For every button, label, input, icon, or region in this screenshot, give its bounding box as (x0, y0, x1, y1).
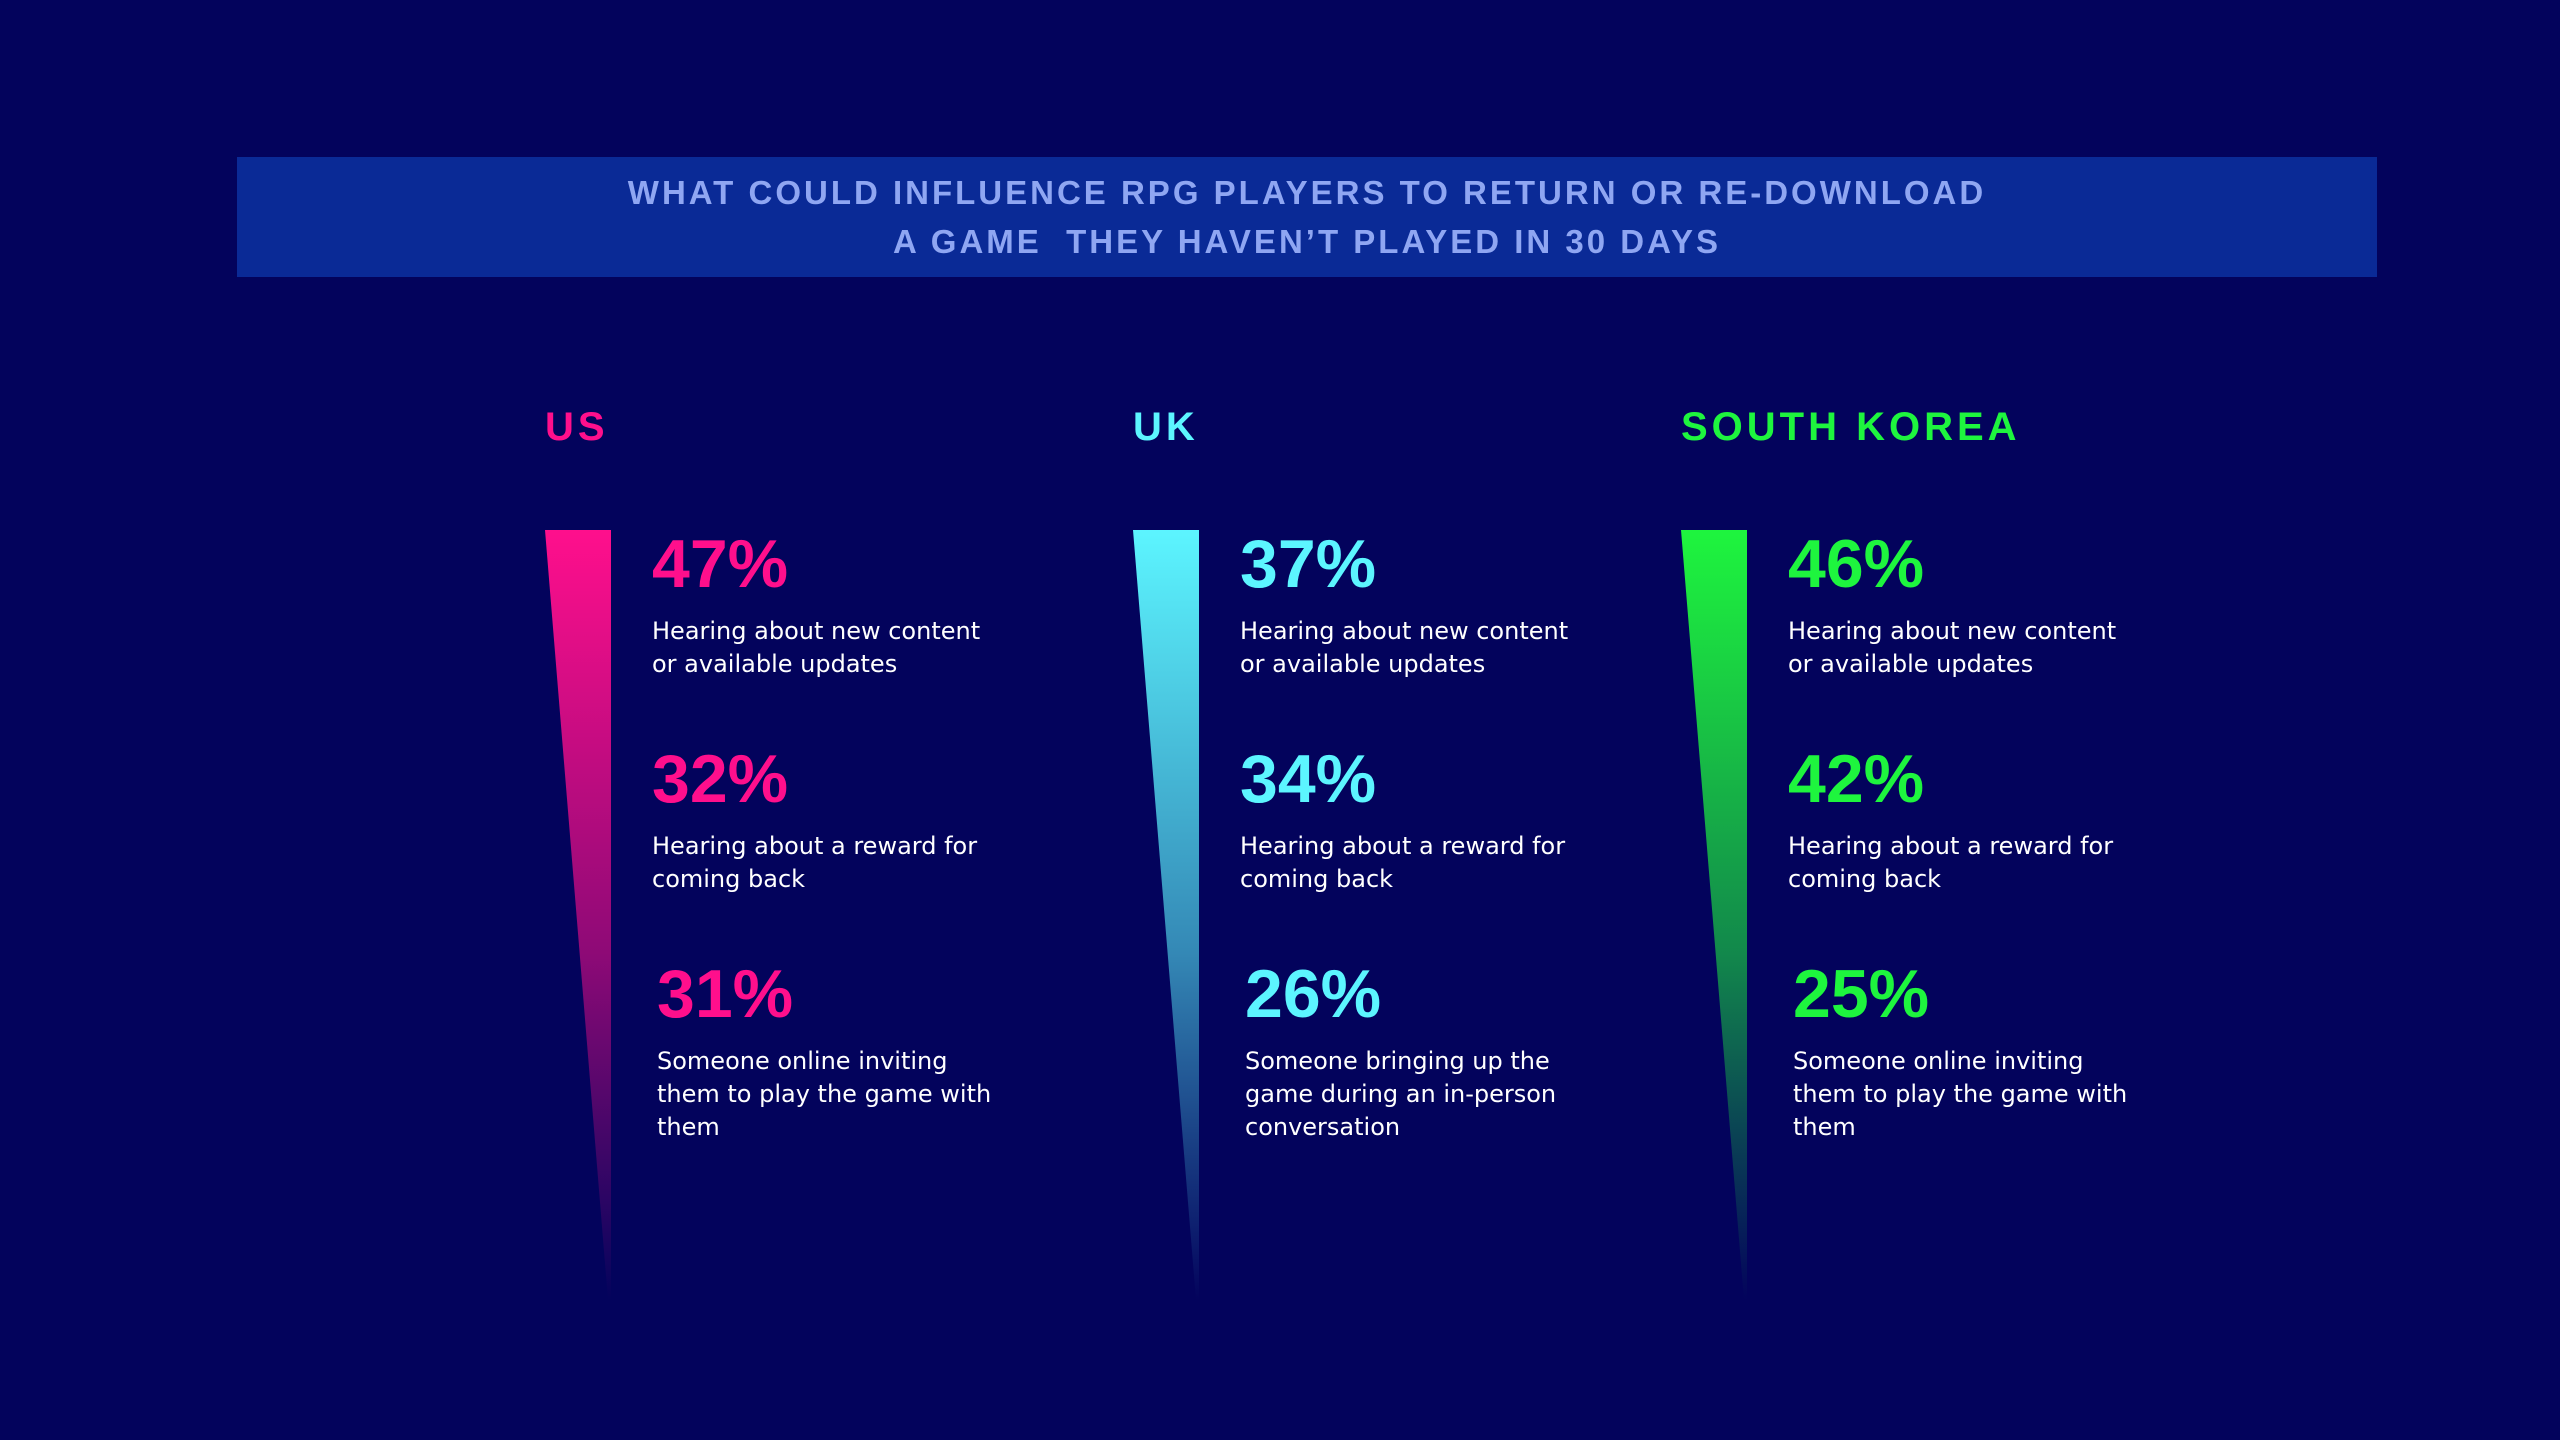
item-description: Someone online inviting them to play the… (657, 1047, 992, 1141)
percent-label: 34% (1240, 741, 1377, 817)
country-label-south-korea: SOUTH KOREA (1681, 405, 2021, 449)
percent-label: 37% (1240, 526, 1377, 602)
percent-label: 42% (1788, 741, 1925, 817)
wedge-shape-south-korea (1681, 530, 1747, 1300)
item-description: Someone bringing up the game during an i… (1245, 1047, 1557, 1141)
wedge-shape-us (545, 530, 611, 1300)
percent-label: 46% (1788, 526, 1925, 602)
item-description: Someone online inviting them to play the… (1793, 1047, 2128, 1141)
chart-title-line-2: A GAME THEY HAVEN’T PLAYED IN 30 DAYS (893, 223, 1721, 260)
title-banner: WHAT COULD INFLUENCE RPG PLAYERS TO RETU… (237, 157, 2377, 277)
percent-label: 32% (652, 741, 789, 817)
percent-label: 25% (1793, 956, 1930, 1032)
country-label-us: US (545, 405, 609, 449)
percent-label: 31% (657, 956, 794, 1032)
item-description: Hearing about a reward for coming back (1788, 832, 2114, 893)
wedge-shape-uk (1133, 530, 1199, 1300)
percent-label: 26% (1245, 956, 1382, 1032)
percent-label: 47% (652, 526, 789, 602)
gradient-wedge-uk (1133, 530, 1199, 1300)
country-label-uk: UK (1133, 405, 1199, 449)
gradient-wedge-us (545, 530, 611, 1300)
item-description: Hearing about new content or available u… (1240, 617, 1569, 678)
item-description: Hearing about new content or available u… (1788, 617, 2117, 678)
item-description: Hearing about new content or available u… (652, 617, 981, 678)
item-description: Hearing about a reward for coming back (1240, 832, 1566, 893)
item-description: Hearing about a reward for coming back (652, 832, 978, 893)
gradient-wedge-south-korea (1681, 530, 1747, 1300)
chart-title-line-1: WHAT COULD INFLUENCE RPG PLAYERS TO RETU… (627, 174, 1987, 211)
